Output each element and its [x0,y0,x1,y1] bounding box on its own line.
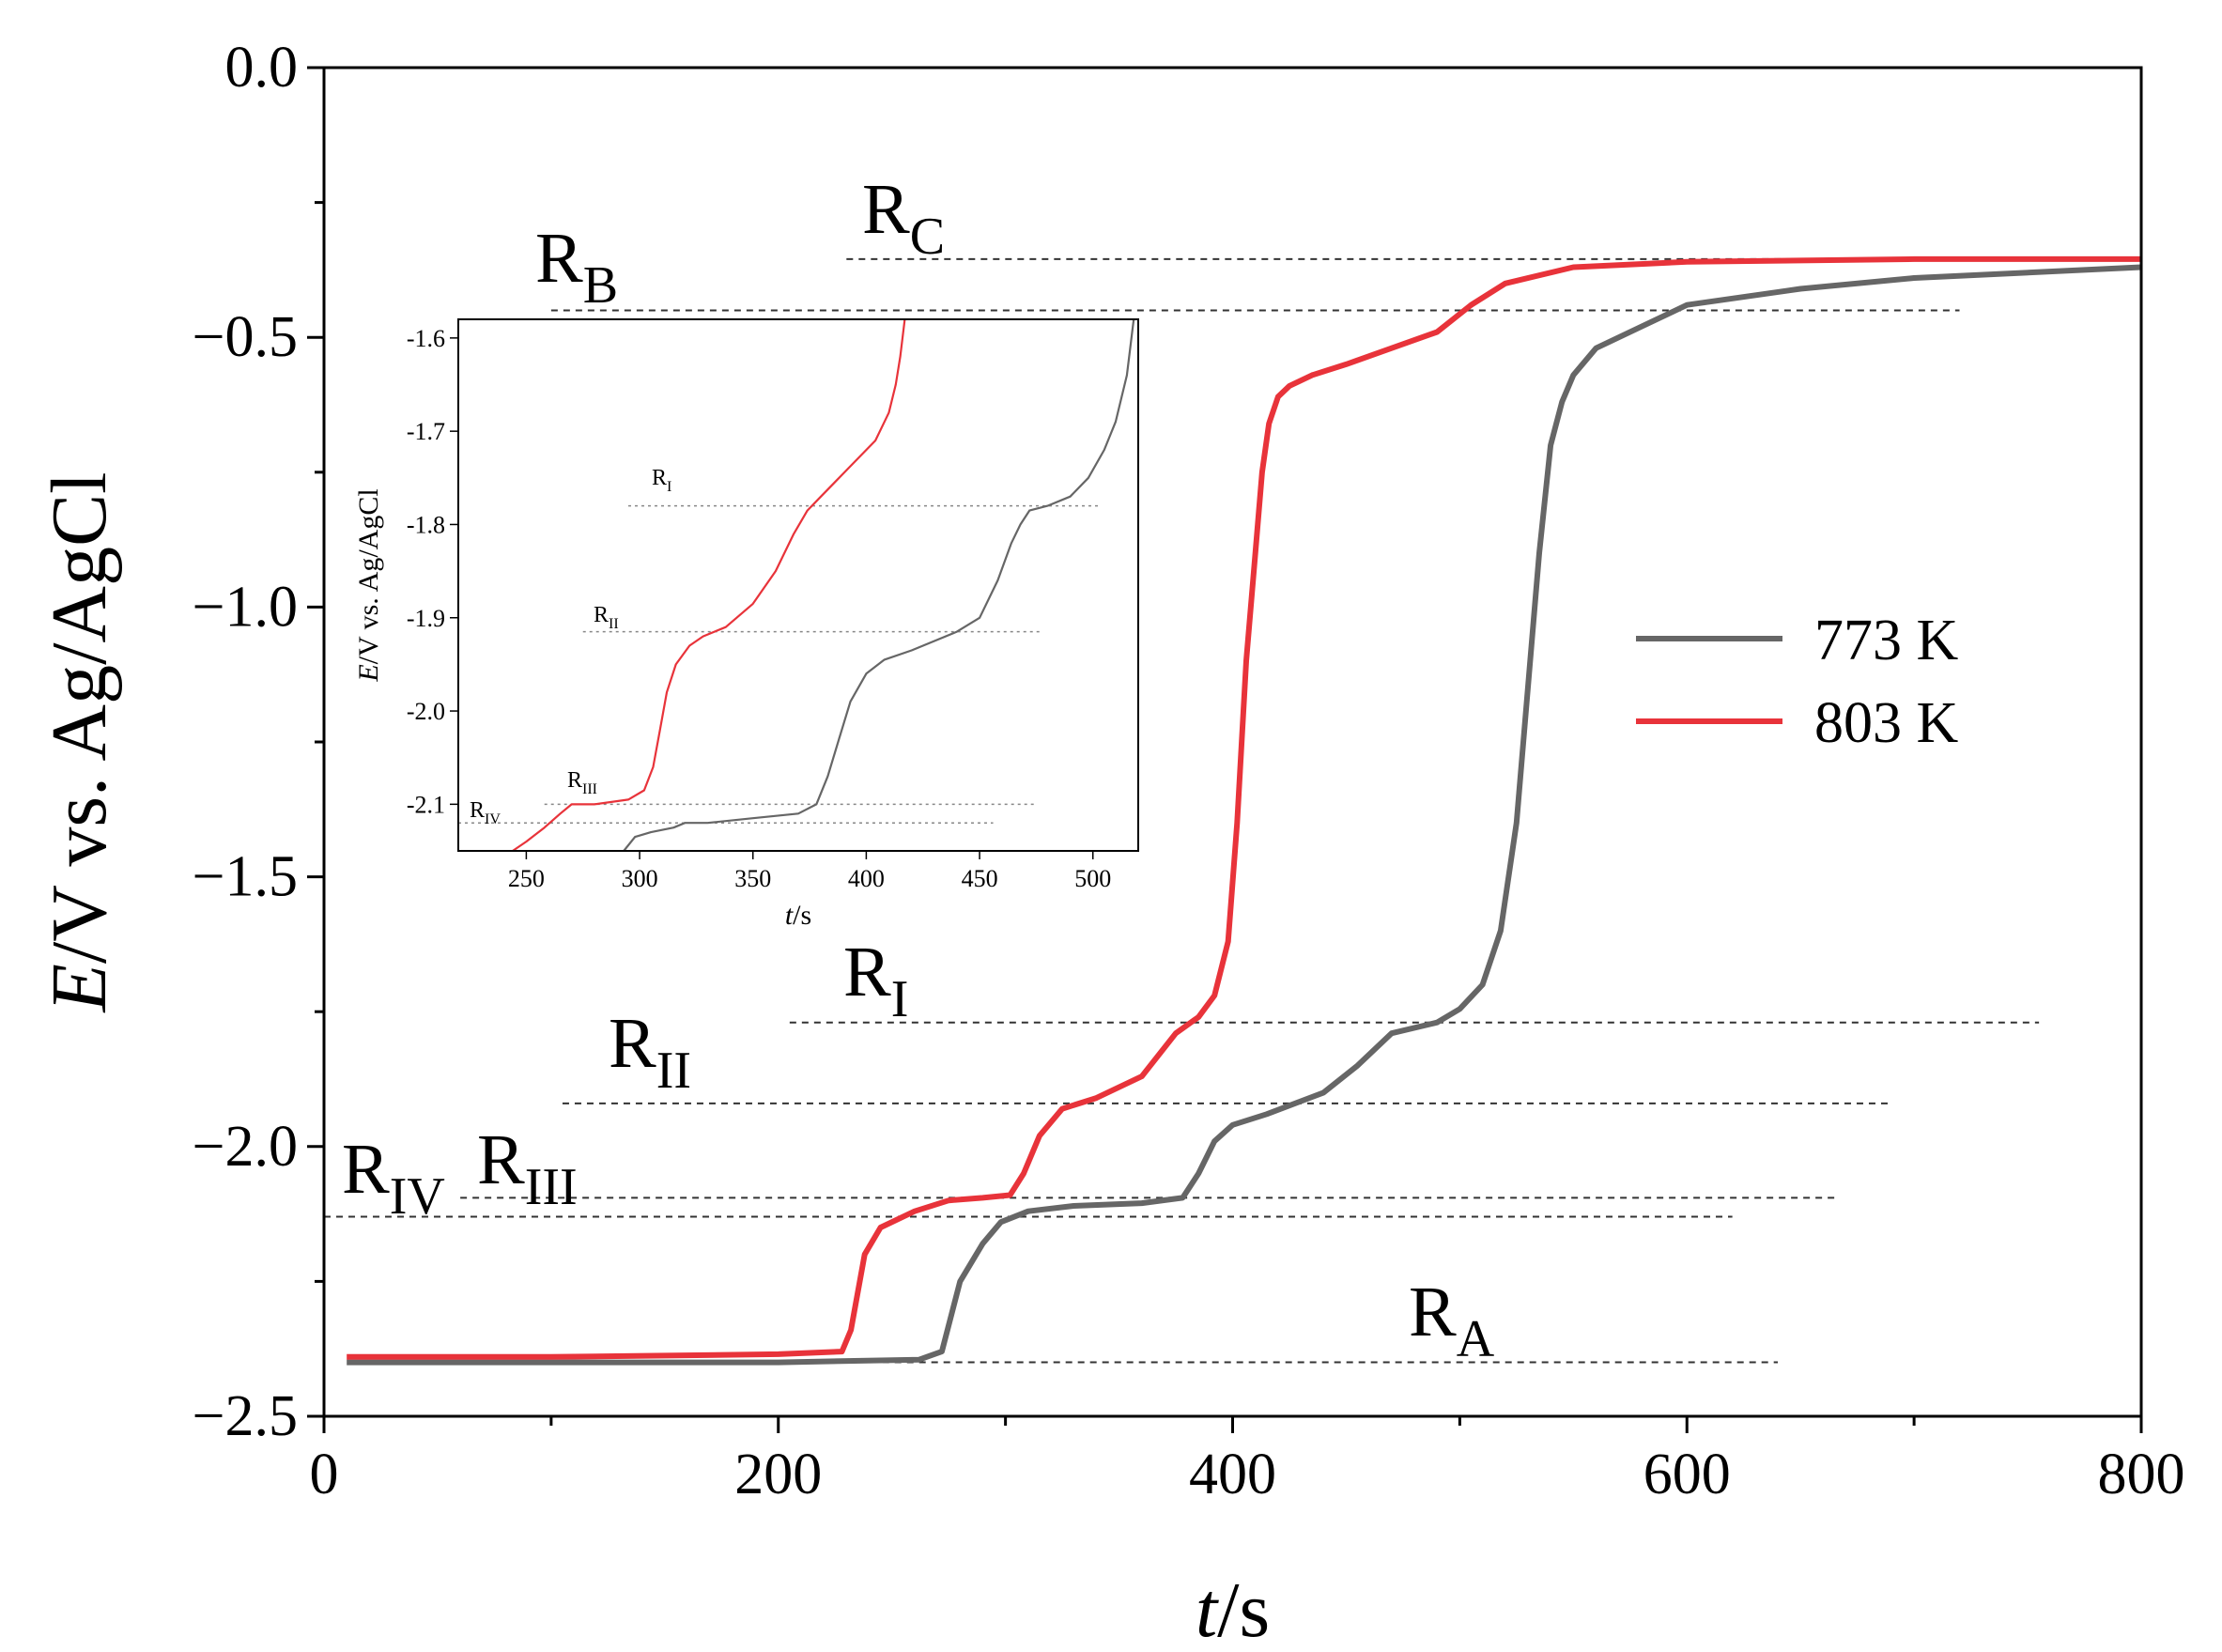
x-tick-label: 600 [1643,1443,1731,1506]
reference-label-main: R [535,219,583,298]
inset-reference-lines [458,504,1100,824]
reference-label-c: RC [862,170,945,266]
inset-x-axis-title: t/s [785,900,811,931]
inset-reference-label-iii: RIII [567,768,597,797]
inset-y-tick-label: -1.6 [407,325,445,352]
inset-reference-label-main: R [594,603,609,627]
inset-series-group [512,318,1135,852]
inset-reference-label-i: RI [652,466,671,495]
legend: 773 K 803 K [1636,609,1959,755]
inset-y-tick-label: -1.9 [407,605,445,632]
reference-label-main: R [477,1120,525,1199]
main-plot: 0 200 400 600 800 0.0−0.5−1.0−1.5−2.0−2.5 t/… [36,36,2185,1652]
inset-plot-frame [457,318,1139,852]
inset-x-tick-label: 300 [622,865,658,892]
reference-label-main: R [862,170,910,249]
main-y-axis-title: E/V vs. Ag/AgCl [36,472,123,1013]
reference-label-sub: C [910,208,945,266]
x-tick-label: 0 [310,1443,339,1506]
y-tick-label: −2.0 [193,1115,298,1179]
reference-label-sub: A [1457,1310,1495,1368]
main-x-axis: 0 200 400 600 800 [310,1416,2185,1506]
inset-x-axis: 250 300 350 400 450 500 [508,851,1111,892]
main-x-axis-title: t/s [1196,1567,1270,1652]
reference-label-iii: RIII [477,1120,578,1216]
reference-label-i: RI [843,933,908,1028]
inset-y-tick-label: -2.0 [407,698,445,725]
x-tick-label: 800 [2098,1443,2185,1506]
inset-plot: 250 300 350 400 450 500 -1.6-1.7-1.8-1.9-2.0-… [353,318,1139,931]
inset-reference-label-iv: RIV [470,798,501,827]
inset-y-axis-title-rest: /V vs. Ag/AgCl [353,488,384,664]
reference-label-ii: RII [609,1004,691,1100]
inset-y-axis-title-italic: E [353,664,384,682]
inset-y-tick-label: -1.7 [407,418,445,445]
inset-reference-label-sub: IV [485,811,501,827]
inset-reference-label-main: R [652,466,667,490]
reference-label-main: R [843,933,891,1011]
inset-x-tick-label: 400 [848,865,885,892]
x-tick-label: 400 [1189,1443,1276,1506]
y-tick-label: −1.0 [193,575,298,639]
inset-y-axis-title: E/V vs. Ag/AgCl [353,488,384,682]
reference-label-main: R [609,1004,656,1083]
inset-y-tick-label: -1.8 [407,511,445,538]
y-tick-label: −0.5 [193,305,298,369]
main-x-axis-title-italic: t [1196,1567,1220,1652]
inset-x-tick-label: 250 [508,865,545,892]
reference-label-a: RA [1409,1273,1495,1368]
inset-x-tick-label: 450 [962,865,998,892]
reference-label-main: R [342,1130,390,1209]
reference-label-sub: B [583,256,618,315]
inset-reference-label-sub: I [667,479,671,495]
inset-y-tick-label: -2.1 [407,791,445,818]
main-y-axis: 0.0 −0.5 −1.0 −1.5 −2.0 −2.5 [193,36,324,1448]
y-tick-label: 0.0 [225,36,299,100]
reference-label-sub: IV [390,1167,445,1226]
inset-series-line-803k [512,318,906,852]
inset-x-tick-label: 350 [734,865,771,892]
main-x-axis-title-rest: /s [1217,1567,1270,1652]
legend-entry: 773 K [1814,609,1959,672]
reference-label-b: RB [535,219,618,315]
inset-x-axis-title-rest: /s [793,900,811,931]
legend-entry: 803 K [1814,691,1959,755]
series-line-773k [347,264,2142,1366]
reference-label-iv: RIV [342,1130,445,1226]
reference-label-sub: I [891,970,909,1028]
inset-x-tick-label: 500 [1074,865,1111,892]
x-tick-label: 200 [734,1443,822,1506]
reference-label-sub: III [525,1158,578,1216]
inset-reference-label-ii: RII [594,603,619,632]
inset-x-axis-title-italic: t [785,900,794,931]
inset-reference-label-sub: II [609,616,619,632]
series-line-803k [347,255,2141,1360]
inset-background [458,319,1138,851]
reference-label-sub: II [656,1042,691,1100]
main-series-group [347,255,2142,1366]
inset-y-axis: -1.6 -1.7 -1.8 -1.9 -2.0 -2.1 [407,325,458,818]
reference-label-main: R [1409,1273,1457,1351]
y-tick-label: −1.5 [193,845,298,909]
inset-reference-label-sub: III [582,781,597,797]
inset-reference-label-main: R [567,768,582,793]
inset-series-line-773k [623,318,1135,852]
inset-reference-label-main: R [470,798,485,823]
y-tick-label: −2.5 [193,1384,298,1448]
main-y-axis-title-rest: /V vs. Ag/AgCl [36,472,123,965]
main-y-axis-title-italic: E [36,964,123,1012]
